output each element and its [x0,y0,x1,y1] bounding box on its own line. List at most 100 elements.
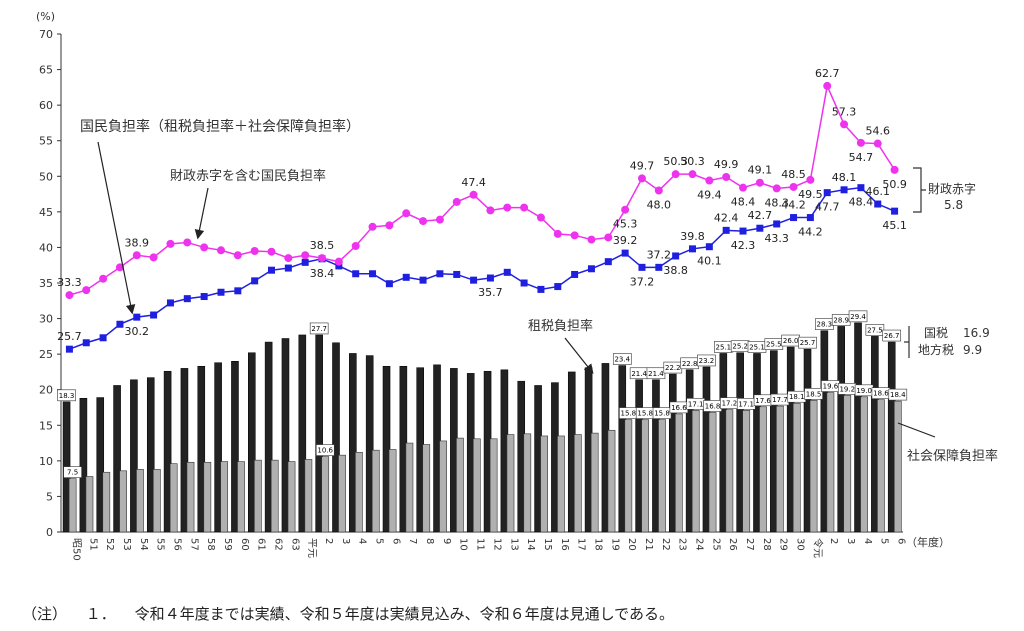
pink-line-annotation-arrow [194,187,209,240]
pink-point [570,231,579,240]
tax-bar [197,365,206,533]
blue-point [806,214,814,222]
blue-point [183,295,191,303]
x-tick-label: 12 [491,538,502,551]
blue-point [453,270,461,278]
ss-value-label: 18.4 [888,388,908,401]
blue-point [655,263,663,271]
blue-point [638,263,646,271]
blue-value-label: 42.4 [714,211,739,224]
blue-point [722,226,730,234]
pink-point [705,176,714,185]
blue-point [116,320,124,328]
tax-value-label: 23.2 [697,354,716,367]
value-box-text: 19.2 [839,385,855,393]
y-tick-label: 40 [39,241,53,254]
pink-value-label: 50.3 [663,155,688,168]
x-tick-label: 61 [256,538,267,551]
social-security-bar [254,459,262,533]
blue-value-label: 40.1 [697,255,722,268]
social-security-bar [422,444,431,533]
blue-value-label: 37.2 [630,275,655,288]
tax-bar [298,334,307,533]
x-tick-label: 10 [458,538,469,551]
national-tax-label: 国税 [924,326,948,340]
blue-value-label: 39.2 [613,234,638,247]
x-tick-label: 54 [138,538,149,551]
social-security-bar [624,419,633,533]
blue-value-label: 48.4 [849,196,874,209]
value-box [848,310,868,323]
value-box-text: 21.4 [631,370,647,378]
pink-point [82,286,91,295]
x-tick-label: 21 [643,538,654,551]
social-security-bar [388,449,397,533]
x-tick-label: 平元 [306,538,317,558]
value-box-text: 22.8 [682,360,698,368]
blue-point [554,283,562,291]
value-box [804,388,823,400]
local-tax-label: 地方税 [918,342,954,357]
x-tick-label: 17 [576,538,587,551]
pink-point [755,178,764,187]
blue-point [705,243,713,251]
ss-value-label: 17.1 [686,398,706,410]
value-box-text: 25.1 [749,343,765,351]
blue-value-label: 46.1 [865,185,890,198]
pink-point [856,138,865,147]
blue-point [402,273,410,281]
blue-point [65,345,73,353]
footnote: （注） １． 令和４年度までは実績、令和５年度は実績見込み、令和６年度は見通しで… [22,603,674,624]
value-box-text: 26.7 [884,332,900,340]
value-box-text: 25.5 [766,341,782,349]
pink-point [99,274,108,283]
blue-point [773,220,781,228]
social-security-bar [590,432,599,533]
ss-value-label: 17.2 [720,397,739,409]
pink-value-label: 54.6 [865,125,890,138]
tax-value-label: 21.4 [629,367,649,380]
y-tick-label: 60 [39,99,53,112]
pink-point [722,172,731,181]
ss-value-label: 18.6 [871,387,891,399]
x-tick-label: 18 [592,538,603,551]
pink-value-label: 50.9 [882,178,907,191]
value-box-text: 23.2 [699,357,715,365]
x-tick-label: 8 [424,538,435,544]
blue-value-label: 43.3 [764,232,789,245]
blue-point [133,313,141,321]
blue-value-label: 25.7 [57,330,82,343]
social-security-bar [136,469,144,533]
social-security-bar [186,461,195,533]
blue-point [268,266,275,274]
social-security-bar [792,402,801,533]
blue-point [166,299,174,307]
pink-point [368,222,377,231]
x-tick-label: 51 [87,538,98,551]
social-security-bar [893,400,902,533]
tax-value-label: 25.2 [730,340,750,353]
social-security-bar [826,392,835,533]
social-security-bar [506,434,515,533]
social-security-bar [675,413,683,533]
pink-point [823,81,832,90]
social-security-bar [557,435,565,533]
tax-bar [231,361,239,533]
pink-point [250,246,259,255]
pink-point [587,235,596,244]
deficit-label: 財政赤字 [928,181,976,196]
blue-value-label: 38.8 [663,264,688,277]
pink-point [604,233,613,242]
blue-line-annotation: 国民負担率（租税負担率＋社会保障負担率） [80,118,360,135]
value-box [882,329,902,342]
blue-value-label: 45.1 [882,219,907,232]
y-tick-label: 25 [39,348,53,361]
x-tick-label: 6 [896,538,907,544]
x-tick-label: 29 [778,538,789,551]
value-box-text: 18.1 [789,393,805,401]
ss-value-label: 7.5 [63,466,82,478]
blue-point [200,293,208,301]
blue-point [857,184,865,192]
value-box-text: 17.2 [722,400,738,408]
